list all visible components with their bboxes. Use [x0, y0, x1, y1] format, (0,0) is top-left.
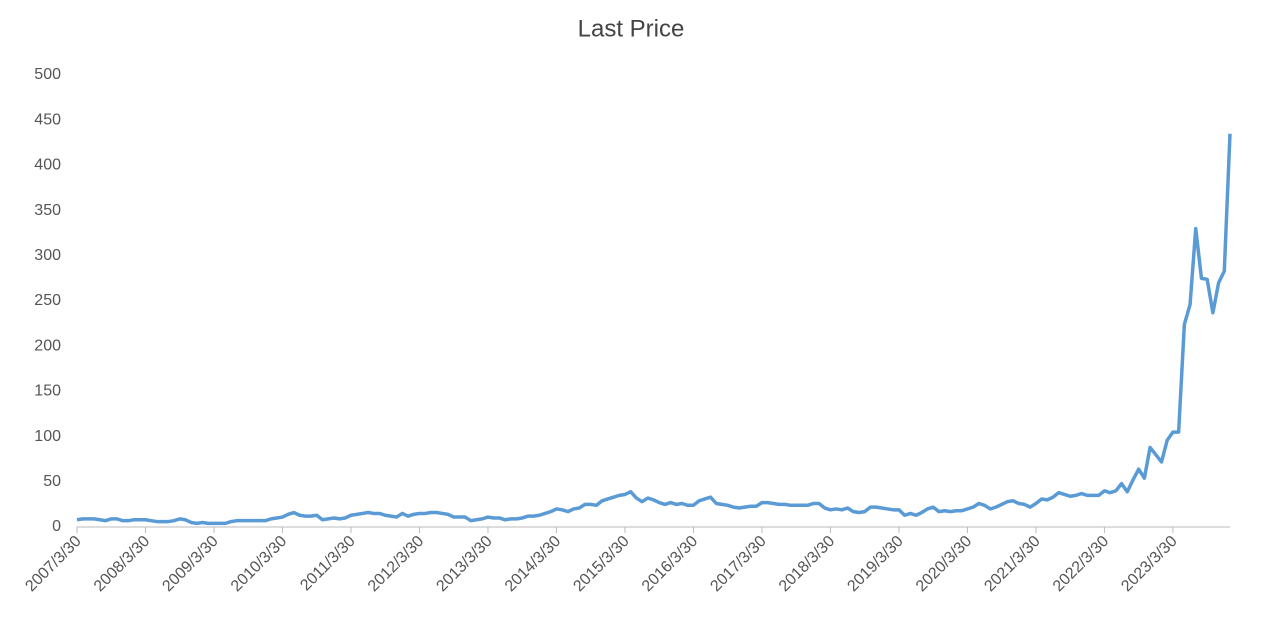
x-tick-label: 2010/3/30 [228, 533, 290, 595]
x-tick-label: 2023/3/30 [1118, 533, 1180, 595]
y-tick-label: 200 [34, 337, 61, 354]
y-tick-label: 450 [34, 111, 61, 128]
price-line [76, 133, 1232, 526]
y-tick-label: 250 [34, 292, 61, 309]
y-tick-label: 300 [34, 247, 61, 264]
y-tick-label: 0 [52, 518, 61, 535]
x-tick-label: 2011/3/30 [297, 533, 359, 595]
x-tick-label: 2021/3/30 [981, 533, 1043, 595]
y-tick-label: 500 [34, 66, 61, 83]
x-tick-label: 2014/3/30 [502, 533, 564, 595]
x-tick-label: 2019/3/30 [844, 533, 906, 595]
x-tick-label: 2022/3/30 [1050, 533, 1112, 595]
y-tick-label: 50 [43, 473, 61, 490]
x-tick-label: 2018/3/30 [776, 533, 838, 595]
x-tick-label: 2009/3/30 [159, 533, 221, 595]
x-tick-label: 2013/3/30 [433, 533, 495, 595]
y-tick-label: 350 [34, 202, 61, 219]
y-tick-label: 400 [34, 157, 61, 174]
x-tick-label: 2008/3/30 [91, 533, 153, 595]
x-tick-label: 2016/3/30 [639, 533, 701, 595]
x-tick-label: 2012/3/30 [365, 533, 427, 595]
y-tick-label: 100 [34, 428, 61, 445]
x-tick-label: 2015/3/30 [570, 533, 632, 595]
x-tick-label: 2007/3/30 [22, 533, 84, 595]
y-tick-label: 150 [34, 383, 61, 400]
x-tick-label: 2020/3/30 [913, 533, 975, 595]
chart-title: Last Price [578, 15, 685, 42]
x-tick-label: 2017/3/30 [707, 533, 769, 595]
